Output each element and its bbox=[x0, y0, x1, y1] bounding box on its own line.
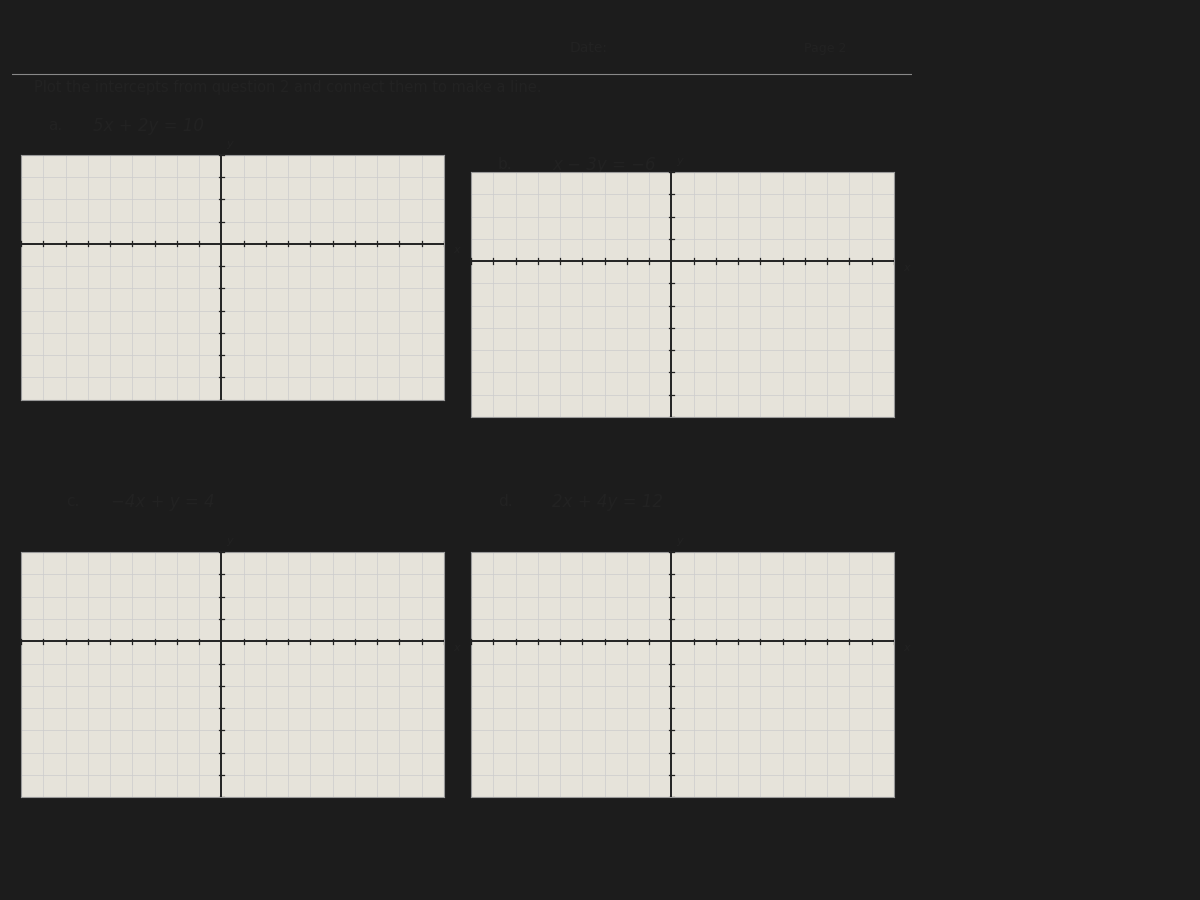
Text: y: y bbox=[226, 139, 233, 148]
Text: a.: a. bbox=[48, 119, 62, 133]
Text: 2x + 4y = 12: 2x + 4y = 12 bbox=[552, 493, 662, 511]
Text: b.: b. bbox=[498, 158, 512, 173]
Text: Plot the intercepts from question 2 and connect them to make a line.: Plot the intercepts from question 2 and … bbox=[35, 79, 542, 94]
Text: 5x + 2y = 10: 5x + 2y = 10 bbox=[94, 117, 204, 135]
Text: x: x bbox=[452, 643, 460, 652]
Text: −4x + y = 4: −4x + y = 4 bbox=[112, 493, 215, 511]
Text: y: y bbox=[676, 156, 683, 166]
Text: c.: c. bbox=[66, 494, 79, 509]
Text: y: y bbox=[676, 536, 683, 546]
Text: d.: d. bbox=[498, 494, 512, 509]
Text: x − 3y = −6: x − 3y = −6 bbox=[552, 156, 655, 174]
Text: x: x bbox=[902, 643, 910, 652]
Text: Date:: Date: bbox=[570, 41, 608, 55]
Text: y: y bbox=[226, 536, 233, 546]
Text: Page 2: Page 2 bbox=[804, 41, 846, 55]
Text: x: x bbox=[452, 246, 460, 256]
Text: x: x bbox=[902, 263, 910, 273]
